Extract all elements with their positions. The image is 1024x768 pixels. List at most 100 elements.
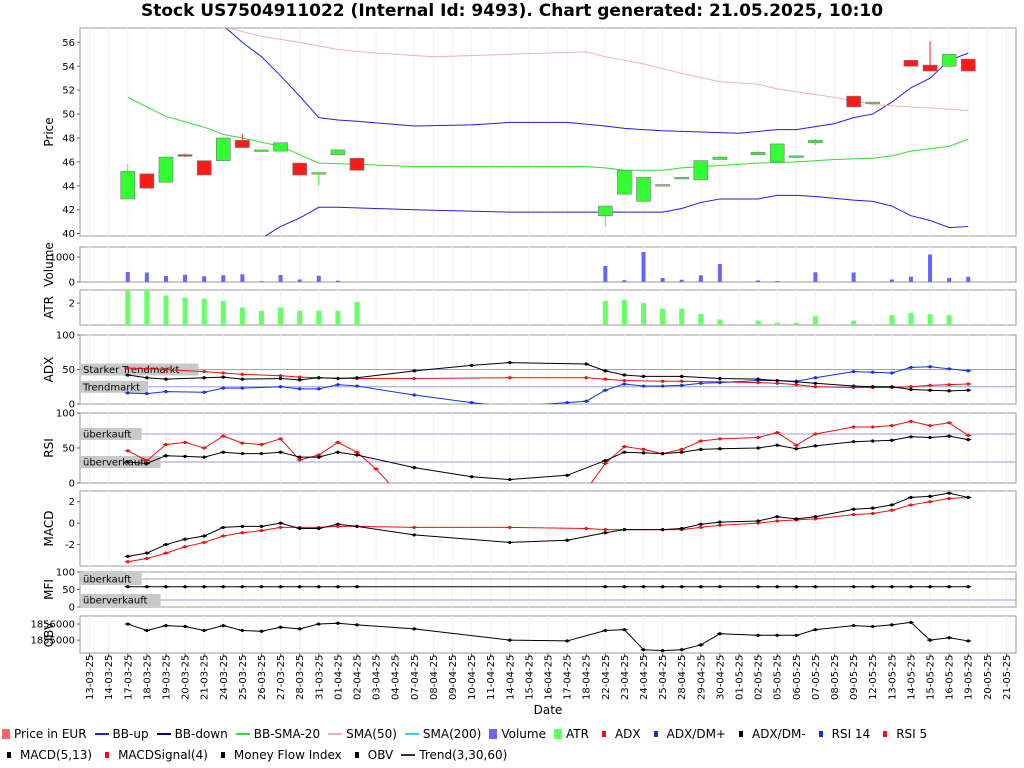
point-marker-dot <box>966 433 970 437</box>
point-marker-dot <box>221 371 225 375</box>
x-tick-label: 04-04-25 <box>391 655 402 700</box>
point-marker-dot <box>928 500 932 504</box>
point-marker-dot <box>584 526 588 531</box>
point-marker-dot <box>775 381 779 385</box>
point-marker-dot <box>584 399 588 403</box>
series-rsi-14 <box>124 434 972 482</box>
point-marker-dot <box>699 439 703 443</box>
point-marker-dot <box>278 437 283 441</box>
volume-bar <box>717 264 722 282</box>
point-marker-dot <box>317 526 321 531</box>
volume-bar <box>316 275 321 282</box>
candle-body <box>235 140 250 148</box>
point-marker-dot <box>947 491 951 495</box>
point-marker-dot <box>278 585 283 589</box>
point-marker-dot <box>202 455 206 459</box>
x-tick-label: 20-03-25 <box>181 655 192 700</box>
volume-bar <box>221 275 226 282</box>
point-marker-dot <box>661 648 665 653</box>
point-marker-dot <box>469 363 474 367</box>
point-marker-dot <box>909 387 913 392</box>
point-marker-dot <box>298 455 302 459</box>
candle-body <box>846 95 861 108</box>
point-marker-dot <box>909 419 913 423</box>
point-marker-dot <box>680 374 684 378</box>
x-tick-label: 18-04-25 <box>582 655 593 700</box>
legend-item: MACD(5,13) <box>2 744 92 765</box>
legend-swatch <box>878 729 892 739</box>
point-marker-dot <box>794 517 798 521</box>
panel-atr: ATR 2 <box>42 289 1017 326</box>
candle-body <box>808 140 823 144</box>
point-marker-dot <box>966 388 970 392</box>
point-marker-dot <box>909 503 913 507</box>
point-marker-dot <box>661 585 665 589</box>
atr-bar <box>220 300 226 325</box>
point-marker-dot <box>164 389 168 394</box>
point-marker-dot <box>813 515 818 519</box>
point-marker-dot <box>259 629 264 633</box>
legend-swatch <box>94 729 109 739</box>
y-axis-label-mfi: MFI <box>42 579 56 600</box>
candle-body <box>330 149 346 156</box>
legend-item: MACDSignal(4) <box>100 744 208 765</box>
candle-body <box>120 171 136 200</box>
legend-label: ADX <box>614 726 641 741</box>
candle-body <box>273 142 288 152</box>
point-marker-dot <box>909 585 913 589</box>
legend-item: RSI 14 <box>814 723 870 744</box>
legend-item: BB-SMA-20 <box>235 723 320 744</box>
point-marker-dot <box>756 446 760 450</box>
candle-body <box>674 177 690 180</box>
series-money-flow-index <box>124 585 972 589</box>
point-marker-dot <box>278 385 283 389</box>
point-marker-dot <box>412 533 416 537</box>
y-tick-label: 2 <box>69 497 75 508</box>
point-marker-dot <box>813 432 818 436</box>
point-marker-dot <box>412 376 416 381</box>
point-marker-dot <box>928 638 932 642</box>
point-marker-dot <box>412 466 416 470</box>
point-marker-dot <box>164 551 168 555</box>
point-marker-dot <box>680 648 684 652</box>
legend-item: Volume <box>489 723 546 744</box>
reference-label: überkauft <box>83 575 131 586</box>
chart-title: Stock US7504911022 (Internal Id: 9493). … <box>140 1 884 21</box>
point-marker-dot <box>852 369 856 374</box>
point-marker-dot <box>145 367 149 371</box>
legend-item: Money Flow Index <box>216 744 342 765</box>
series-macd-5-13- <box>124 491 972 558</box>
point-marker-dot <box>336 383 340 387</box>
point-marker-dot <box>947 367 951 371</box>
point-marker-dot <box>928 435 932 440</box>
point-marker-dot <box>298 526 302 531</box>
point-marker-dot <box>909 495 913 500</box>
series-line <box>127 621 969 652</box>
point-marker-dot <box>966 369 970 373</box>
point-marker-dot <box>259 442 264 447</box>
point-marker-dot <box>622 628 627 632</box>
candle-body <box>177 154 193 157</box>
candle-body <box>215 137 231 161</box>
x-tick-label: 07-04-25 <box>410 655 421 700</box>
reference-label-bg <box>81 428 142 440</box>
series-sma-50- <box>225 28 969 111</box>
point-marker-dot <box>775 431 779 435</box>
point-marker-dot <box>508 405 511 408</box>
point-marker-dot <box>852 440 856 444</box>
volume-bar <box>125 272 130 282</box>
y-axis-label-rsi: RSI <box>42 438 56 458</box>
x-tick-label: 06-05-25 <box>792 655 803 700</box>
candle-body <box>139 173 155 189</box>
x-tick-label: 17-04-25 <box>563 655 574 700</box>
point-marker-dot <box>240 372 244 376</box>
point-marker-dot <box>202 390 206 394</box>
legend-swatch <box>734 729 748 739</box>
volume-bar <box>698 275 703 282</box>
reference-label: überkauft <box>83 430 131 441</box>
point-marker-dot <box>126 373 130 377</box>
y-tick-label: 100 <box>56 568 75 579</box>
candle-body <box>903 59 919 67</box>
point-marker-dot <box>145 459 149 463</box>
point-marker-dot <box>584 362 588 366</box>
